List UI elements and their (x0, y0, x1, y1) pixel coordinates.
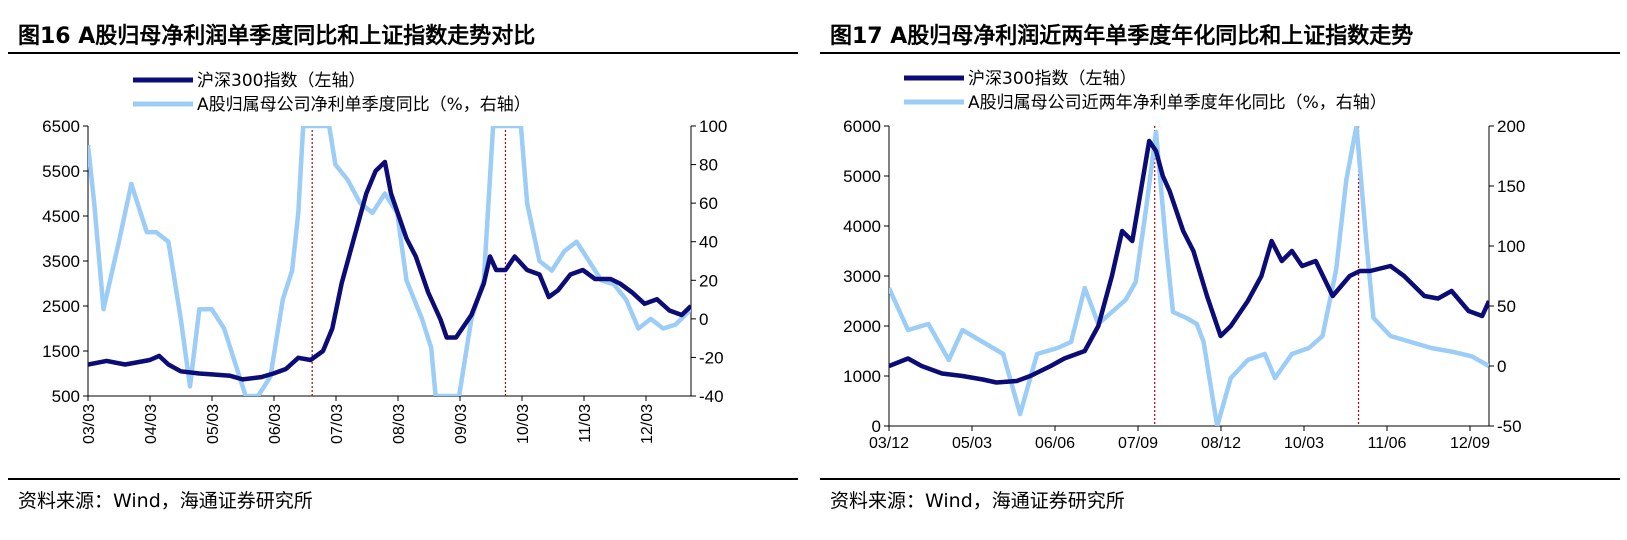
y-right-tick-label: -20 (699, 348, 724, 367)
x-tick-label: 10/03 (515, 404, 532, 444)
chart-panel-fig16: 图16 A股归母净利润单季度同比和上证指数走势对比 沪深300指数（左轴） A股归… (0, 0, 800, 540)
y-left-tick-label: 5000 (843, 167, 881, 186)
source-note: 资料来源：Wind，海通证券研究所 (18, 490, 313, 512)
y-left-tick-label: 5500 (42, 162, 80, 181)
x-tick-label: 11/03 (577, 404, 594, 443)
y-left-tick-label: 1500 (42, 342, 80, 361)
chart-panel-fig17: 图17 A股归母净利润近两年单季度年化同比和上证指数走势 沪深300指数（左轴）… (812, 0, 1627, 540)
legend-label: 沪深300指数（左轴） (968, 69, 1136, 89)
y-right-tick-label: 60 (699, 194, 718, 213)
y-right-tick-label: -50 (1497, 417, 1522, 436)
y-left-tick-label: 4500 (42, 207, 80, 226)
chart-fig17: 沪深300指数（左轴） A股归属母公司近两年净利单季度年化同比（%，右轴） 0 100… (843, 69, 1525, 452)
source-rule (820, 478, 1620, 480)
chart-fig16: 沪深300指数（左轴） A股归属母公司净利单季度同比（%，右轴） 500 1500 25… (42, 71, 727, 444)
y-left-tick-label: 0 (872, 417, 881, 436)
y-right-tick-label: 40 (699, 233, 718, 252)
x-tick-label: 03/12 (869, 435, 909, 452)
x-tick-label: 06/03 (267, 404, 284, 444)
y-right-tick-label: 20 (699, 271, 718, 290)
y-right-tick-label: 100 (1497, 237, 1525, 256)
series-line-profit (88, 126, 691, 396)
x-tick-label: 05/03 (952, 435, 992, 452)
y-left-tick-label: 3500 (42, 252, 80, 271)
legend-label: 沪深300指数（左轴） (197, 71, 365, 91)
y-left-tick-label: 2500 (42, 297, 80, 316)
x-tick-label: 03/03 (81, 404, 98, 444)
y-right-tick-label: 150 (1497, 177, 1525, 196)
y-left-tick-label: 6000 (843, 117, 881, 136)
x-tick-label: 12/03 (639, 404, 656, 444)
y-left-tick-label: 500 (52, 387, 80, 406)
x-tick-label: 08/12 (1201, 435, 1241, 452)
y-right-tick-label: 0 (699, 310, 708, 329)
source-note: 资料来源：Wind，海通证券研究所 (830, 490, 1125, 512)
x-tick-label: 05/03 (205, 404, 222, 444)
legend-label: A股归属母公司近两年净利单季度年化同比（%，右轴） (968, 93, 1387, 113)
y-left-tick-label: 4000 (843, 217, 881, 236)
y-left-tick-label: 1000 (843, 367, 881, 386)
y-right-tick-label: 80 (699, 156, 718, 175)
series-line-hs300 (88, 159, 691, 382)
source-rule (8, 478, 798, 480)
legend-label: A股归属母公司净利单季度同比（%，右轴） (197, 95, 531, 115)
y-right-tick-label: 200 (1497, 117, 1525, 136)
x-tick-label: 04/03 (143, 404, 160, 444)
y-right-tick-label: 0 (1497, 357, 1506, 376)
series-line-profit (889, 126, 1489, 426)
x-tick-label: 10/03 (1284, 435, 1324, 452)
x-tick-label: 12/09 (1450, 435, 1490, 452)
x-tick-label: 06/06 (1035, 435, 1075, 452)
x-tick-label: 09/03 (453, 404, 470, 444)
x-tick-label: 08/03 (391, 404, 408, 444)
x-tick-label: 11/06 (1368, 435, 1407, 452)
title-rule (8, 52, 798, 54)
y-left-tick-label: 6500 (42, 117, 80, 136)
chart-title: 图16 A股归母净利润单季度同比和上证指数走势对比 (18, 24, 536, 49)
chart-title: 图17 A股归母净利润近两年单季度年化同比和上证指数走势 (830, 24, 1414, 49)
y-left-tick-label: 3000 (843, 267, 881, 286)
y-right-tick-label: 50 (1497, 297, 1516, 316)
y-right-tick-label: 100 (699, 117, 727, 136)
series-line-hs300 (889, 138, 1489, 385)
x-tick-label: 07/03 (329, 404, 346, 444)
y-right-tick-label: -40 (699, 387, 724, 406)
y-left-tick-label: 2000 (843, 317, 881, 336)
title-rule (820, 52, 1620, 54)
x-tick-label: 07/09 (1118, 435, 1158, 452)
